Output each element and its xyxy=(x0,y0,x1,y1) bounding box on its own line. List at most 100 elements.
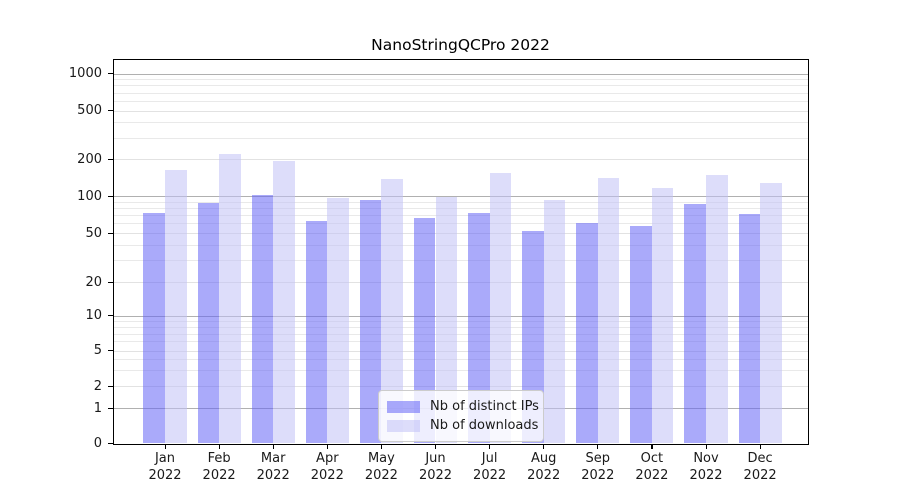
x-tick-label-month: Jul xyxy=(481,451,498,466)
x-tick-label-year: 2022 xyxy=(256,468,290,483)
y-tick-label: 50 xyxy=(85,225,102,241)
x-tick-label-year: 2022 xyxy=(581,468,615,483)
y-gridline-minor xyxy=(114,201,808,203)
bar-downloads xyxy=(597,178,620,443)
y-tick-label: 10 xyxy=(85,308,102,324)
y-gridline-minor xyxy=(114,92,808,94)
y-gridline xyxy=(114,386,808,387)
y-gridline-minor xyxy=(114,100,808,102)
y-tick xyxy=(108,73,113,75)
y-tick-label: 0 xyxy=(93,435,102,451)
y-tick-label: 500 xyxy=(77,103,102,118)
y-gridline-minor xyxy=(114,85,808,87)
y-tick xyxy=(108,232,113,234)
x-tick-label-year: 2022 xyxy=(743,468,777,483)
x-tick-label-year: 2022 xyxy=(310,468,344,483)
bar-downloads xyxy=(165,169,187,443)
bar-distinct-ips xyxy=(251,195,274,443)
x-tick-label: Oct 2022 xyxy=(620,450,684,484)
bar-distinct-ips xyxy=(305,220,328,443)
x-tick-label: Feb 2022 xyxy=(187,450,251,484)
y-tick-label: 5 xyxy=(93,343,102,358)
y-gridline-minor xyxy=(114,341,808,343)
bar-distinct-ips xyxy=(738,214,761,443)
bar-downloads xyxy=(489,173,512,443)
chart-title: NanoStringQCPro 2022 xyxy=(371,36,550,54)
y-tick xyxy=(108,442,113,444)
x-tick-label-month: Nov xyxy=(693,451,719,466)
y-tick-label: 200 xyxy=(77,151,102,167)
y-gridline-minor xyxy=(114,326,808,328)
legend-swatch-downloads xyxy=(387,419,420,432)
x-tick-label-month: May xyxy=(367,451,395,466)
y-gridline-minor xyxy=(114,137,808,139)
x-tick xyxy=(705,444,707,449)
x-tick-label: Dec 2022 xyxy=(728,450,792,484)
y-gridline xyxy=(114,159,808,160)
x-tick xyxy=(326,444,328,449)
y-gridline-minor xyxy=(114,215,808,217)
y-gridline-minor xyxy=(114,359,808,361)
y-gridline-minor xyxy=(114,208,808,209)
bar-downloads xyxy=(706,175,728,443)
y-gridline-minor xyxy=(114,260,808,262)
bar-distinct-ips xyxy=(576,222,598,443)
y-gridline xyxy=(114,110,808,112)
y-tick xyxy=(108,158,113,160)
y-gridline xyxy=(114,282,808,283)
x-tick-label-month: Sep xyxy=(585,451,611,466)
x-tick-label-month: Jun xyxy=(425,451,446,466)
x-tick xyxy=(218,444,220,449)
x-tick-label-year: 2022 xyxy=(418,468,453,483)
x-tick-label: Jun 2022 xyxy=(404,450,468,484)
x-tick-label-month: Jan xyxy=(154,451,176,466)
x-tick-label: Mar 2022 xyxy=(241,450,305,484)
y-gridline-minor xyxy=(114,370,808,372)
y-gridline xyxy=(114,350,808,352)
x-tick xyxy=(651,444,653,449)
x-tick-label-month: Mar xyxy=(260,451,286,466)
y-gridline-minor xyxy=(114,122,808,124)
y-gridline xyxy=(114,233,808,235)
x-tick xyxy=(164,444,166,449)
x-tick-label: Aug 2022 xyxy=(512,450,576,484)
y-tick xyxy=(108,195,113,197)
x-tick-label-month: Oct xyxy=(640,451,664,466)
x-tick xyxy=(380,444,383,449)
x-tick-label-month: Aug xyxy=(530,451,557,466)
bar-downloads xyxy=(327,197,349,443)
y-tick-label: 1 xyxy=(93,400,102,416)
x-tick-label: Sep 2022 xyxy=(566,450,630,484)
bar-distinct-ips xyxy=(630,226,652,443)
y-tick xyxy=(108,110,113,112)
x-tick xyxy=(543,444,545,449)
y-tick xyxy=(108,315,113,317)
x-tick-label-year: 2022 xyxy=(527,468,561,483)
legend-item-downloads: Nb of downloads xyxy=(379,418,543,433)
x-tick-label: Jan 2022 xyxy=(133,450,197,484)
x-tick-label: Jul 2022 xyxy=(458,450,522,484)
y-tick xyxy=(108,385,113,387)
x-tick-label: May 2022 xyxy=(349,450,413,484)
x-tick-label: Apr 2022 xyxy=(295,450,359,484)
bar-downloads xyxy=(760,183,782,443)
bar-downloads xyxy=(219,153,241,443)
y-tick-label: 20 xyxy=(85,274,102,290)
bar-distinct-ips xyxy=(413,218,436,443)
bar-downloads xyxy=(651,188,674,443)
x-tick-label-year: 2022 xyxy=(473,468,507,483)
y-tick xyxy=(108,407,113,409)
legend-swatch-distinct-ips xyxy=(387,400,420,413)
x-tick xyxy=(272,444,274,449)
x-tick xyxy=(489,444,491,449)
bar-distinct-ips xyxy=(684,204,706,443)
x-tick-label: Nov 2022 xyxy=(674,450,738,484)
legend-label-downloads: Nb of downloads xyxy=(430,418,539,433)
x-tick-label-year: 2022 xyxy=(635,468,669,483)
y-tick-label: 2 xyxy=(93,378,102,394)
y-tick-label: 1000 xyxy=(68,66,102,81)
x-tick-label-month: Dec xyxy=(747,451,773,466)
bar-distinct-ips xyxy=(143,212,165,443)
x-tick-label-year: 2022 xyxy=(202,468,236,483)
